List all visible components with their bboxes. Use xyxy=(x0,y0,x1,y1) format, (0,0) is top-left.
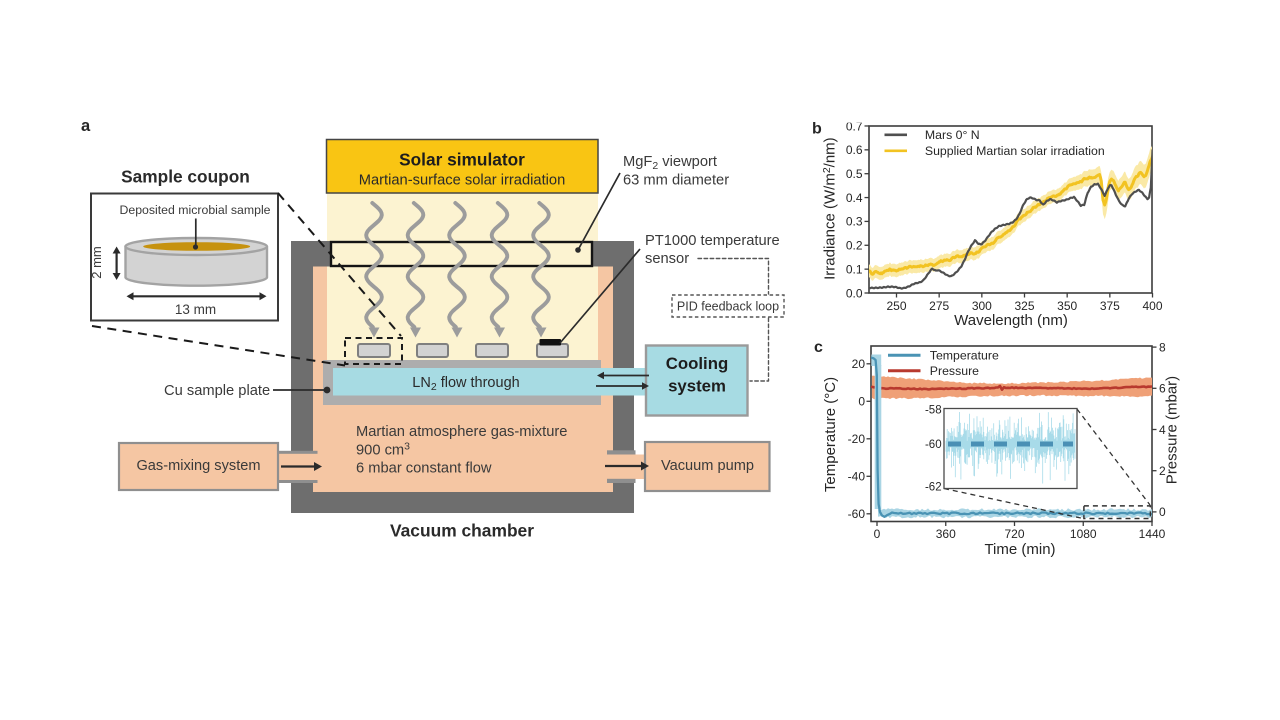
svg-text:Mars 0° N: Mars 0° N xyxy=(925,128,980,142)
svg-text:720: 720 xyxy=(1004,527,1024,541)
svg-text:4: 4 xyxy=(1159,423,1166,437)
svg-text:MgF2 viewport: MgF2 viewport xyxy=(623,154,717,172)
svg-text:2: 2 xyxy=(1159,464,1166,478)
svg-text:300: 300 xyxy=(972,299,992,313)
svg-text:0.0: 0.0 xyxy=(846,286,863,300)
svg-text:2 mm: 2 mm xyxy=(89,246,104,279)
svg-text:Vacuum pump: Vacuum pump xyxy=(661,458,754,474)
svg-text:Irradiance (W/m2/nm): Irradiance (W/m2/nm) xyxy=(821,137,839,280)
svg-text:-58: -58 xyxy=(925,404,942,416)
svg-text:250: 250 xyxy=(886,299,906,313)
svg-text:0.1: 0.1 xyxy=(846,262,863,276)
svg-text:Time (min): Time (min) xyxy=(984,541,1055,558)
svg-text:900 cm3: 900 cm3 xyxy=(356,441,410,459)
svg-text:1080: 1080 xyxy=(1070,527,1097,541)
svg-text:Temperature (°C): Temperature (°C) xyxy=(822,377,839,492)
svg-text:400: 400 xyxy=(1142,299,1162,313)
svg-text:6 mbar constant flow: 6 mbar constant flow xyxy=(356,461,492,477)
svg-text:325: 325 xyxy=(1014,299,1034,313)
svg-text:-20: -20 xyxy=(848,432,866,446)
svg-text:Cu sample plate: Cu sample plate xyxy=(164,383,270,399)
svg-text:b: b xyxy=(812,121,822,138)
svg-text:0.4: 0.4 xyxy=(846,191,863,205)
svg-text:Cooling: Cooling xyxy=(666,354,728,373)
svg-text:Supplied Martian solar irradia: Supplied Martian solar irradiation xyxy=(925,144,1105,158)
svg-text:0.2: 0.2 xyxy=(846,239,863,253)
svg-text:0.7: 0.7 xyxy=(846,119,863,133)
svg-text:system: system xyxy=(668,377,726,396)
svg-text:LN2 flow through: LN2 flow through xyxy=(412,375,519,393)
svg-text:0.6: 0.6 xyxy=(846,143,863,157)
svg-text:-60: -60 xyxy=(848,507,866,521)
svg-text:-40: -40 xyxy=(848,470,866,484)
svg-text:8: 8 xyxy=(1159,340,1166,354)
svg-text:275: 275 xyxy=(929,299,949,313)
svg-text:0.3: 0.3 xyxy=(846,215,863,229)
svg-text:13 mm: 13 mm xyxy=(175,302,216,317)
svg-text:Deposited microbial sample: Deposited microbial sample xyxy=(119,203,270,217)
svg-text:350: 350 xyxy=(1057,299,1077,313)
svg-text:6: 6 xyxy=(1159,382,1166,396)
svg-text:0: 0 xyxy=(1159,505,1166,519)
svg-text:Solar simulator: Solar simulator xyxy=(399,150,525,170)
svg-text:20: 20 xyxy=(852,357,866,371)
svg-text:Martian-surface solar irradiat: Martian-surface solar irradiation xyxy=(359,173,566,189)
svg-text:PT1000 temperature: PT1000 temperature xyxy=(645,233,780,249)
svg-text:360: 360 xyxy=(936,527,956,541)
svg-text:Martian atmosphere gas-mixture: Martian atmosphere gas-mixture xyxy=(356,424,567,440)
svg-text:c: c xyxy=(814,339,823,356)
svg-text:Wavelength (nm): Wavelength (nm) xyxy=(954,312,1068,329)
svg-text:a: a xyxy=(81,117,91,135)
svg-text:PID feedback loop: PID feedback loop xyxy=(677,300,779,314)
svg-text:63 mm diameter: 63 mm diameter xyxy=(623,173,729,189)
svg-text:375: 375 xyxy=(1100,299,1120,313)
svg-text:Gas-mixing system: Gas-mixing system xyxy=(136,458,260,474)
svg-text:0: 0 xyxy=(874,527,881,541)
svg-text:Sample coupon: Sample coupon xyxy=(121,167,250,187)
svg-text:Pressure: Pressure xyxy=(930,364,979,378)
svg-text:Pressure (mbar): Pressure (mbar) xyxy=(1164,376,1181,484)
svg-text:Temperature: Temperature xyxy=(930,348,999,362)
svg-text:Vacuum chamber: Vacuum chamber xyxy=(390,521,534,541)
svg-text:1440: 1440 xyxy=(1139,527,1166,541)
svg-text:0: 0 xyxy=(858,395,865,409)
svg-text:-60: -60 xyxy=(925,439,942,451)
svg-text:0.5: 0.5 xyxy=(846,167,863,181)
svg-text:-62: -62 xyxy=(925,482,942,494)
svg-text:sensor: sensor xyxy=(645,251,689,267)
